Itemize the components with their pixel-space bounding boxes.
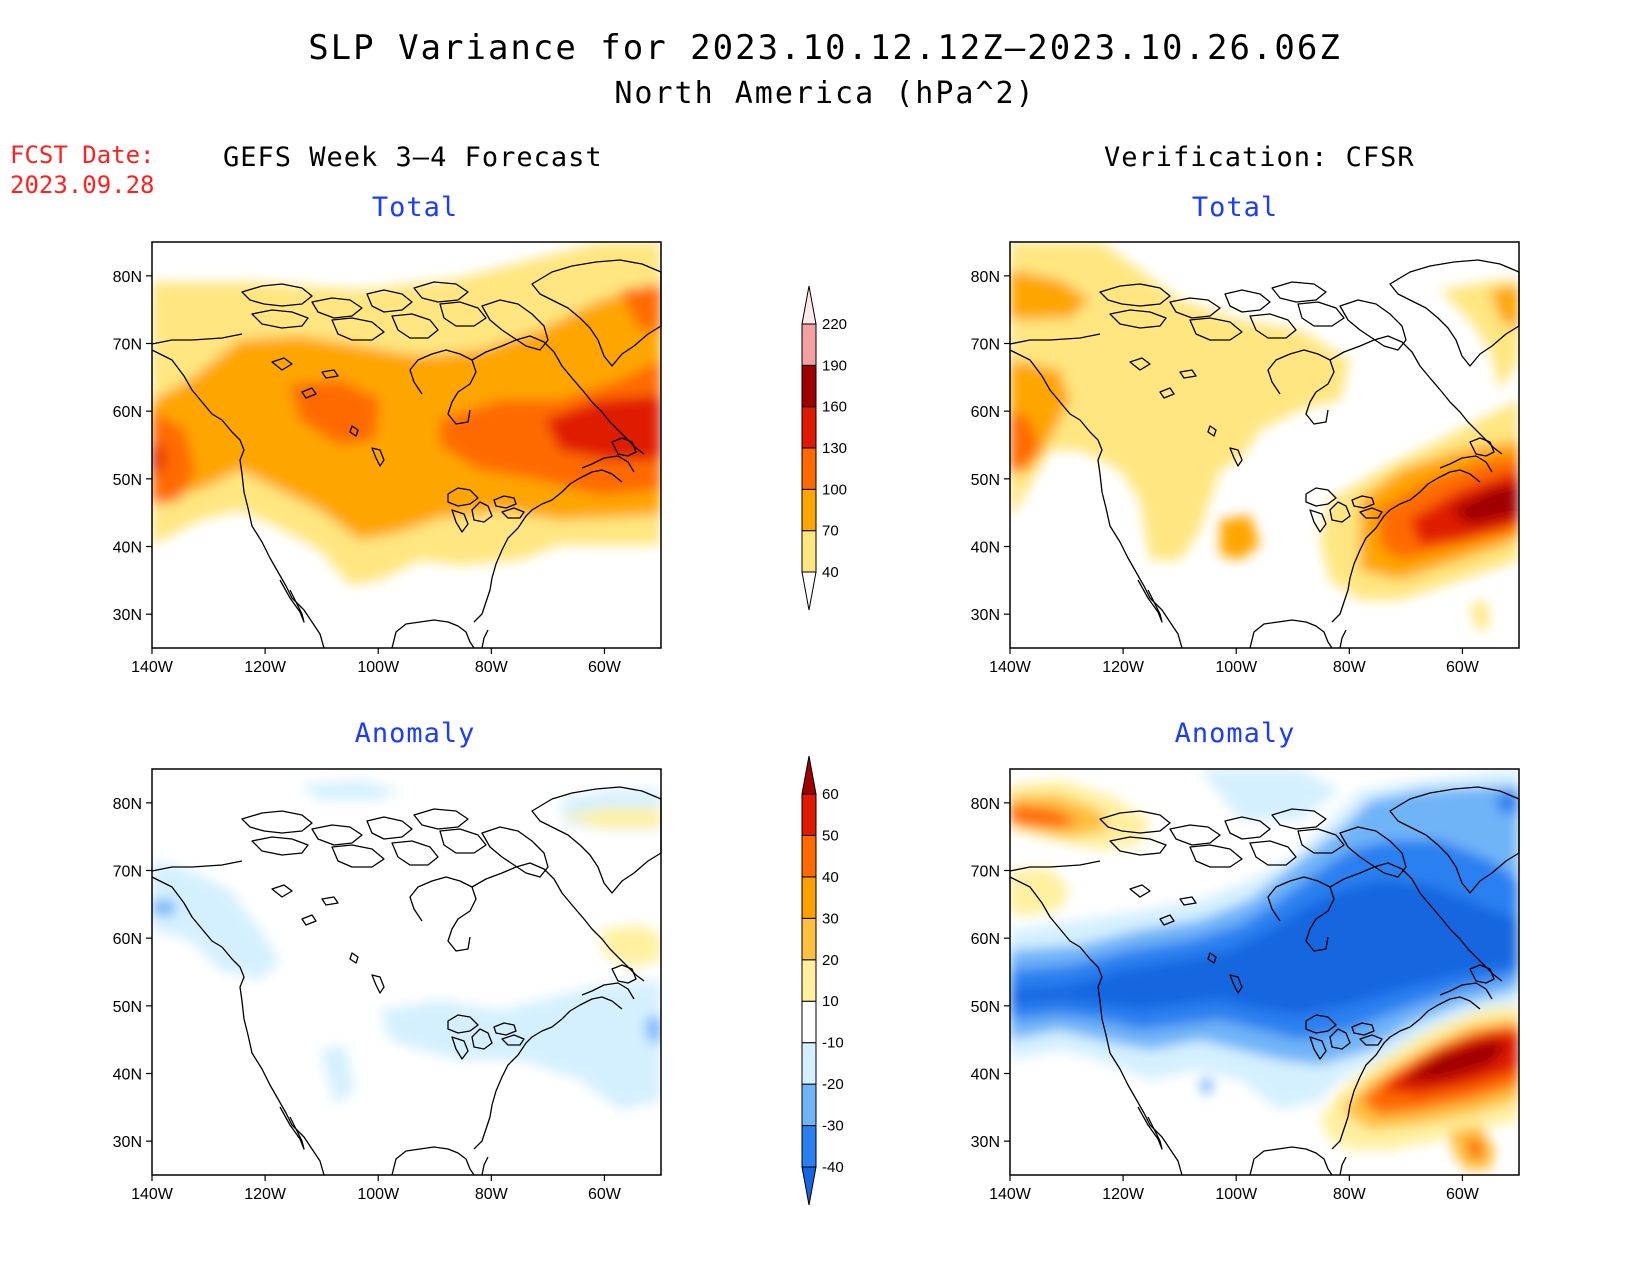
lat-tick-label: 70N [971,337,1000,354]
forecast-date-value: 2023.09.28 [10,171,155,199]
colorbar-segment [801,755,817,795]
colorbar-segment [801,364,817,408]
colorbar-label: 70 [822,523,839,540]
colorbar-segment [801,1042,817,1085]
colorbar-label: -10 [822,1035,844,1052]
colorbar-label: 190 [822,357,847,374]
forecast-total-map [151,241,662,649]
colorbar-label: 60 [822,786,839,803]
colorbar-segment [801,1125,817,1168]
colorbar-segment [801,834,817,878]
verification-total-title: Total [1191,192,1279,223]
forecast-anomaly-title: Anomaly [354,718,476,749]
lat-tick-label: 60N [971,404,1000,421]
lat-tick-label: 40N [971,1067,1000,1084]
forecast-date-block: FCST Date: 2023.09.28 [10,140,155,200]
colorbar-segment [801,571,817,611]
lon-tick-label: 60W [1446,1186,1480,1203]
colorbar-segment [801,876,817,919]
lon-tick-label: 120W [1102,1186,1145,1203]
colorbar-label: 50 [822,827,839,844]
colorbar-segment [801,1166,817,1206]
forecast-anomaly-map [151,768,662,1176]
lat-tick-label: 50N [113,472,142,489]
colorbar-label: 40 [822,564,839,581]
lon-tick-label: 140W [131,1186,174,1203]
map-axes: 80N 70N 60N 50N 40N 30N 140W 120W 100W 80W 60W 80N 7… [113,269,1480,1203]
lon-tick-label: 100W [357,659,400,676]
colorbar-segment [801,447,817,490]
forecast-total-title: Total [371,192,459,223]
colorbar-segment [801,1000,817,1044]
right-column-title: Verification: CFSR [1104,142,1415,173]
colorbar-segment [801,406,817,449]
figure-subtitle: North America (hPa^2) [614,76,1036,111]
forecast-date-label: FCST Date: [10,141,155,169]
lon-tick-label: 100W [1215,659,1258,676]
lon-tick-label: 120W [1102,659,1145,676]
lon-tick-label: 100W [357,1186,400,1203]
lat-tick-label: 30N [971,1134,1000,1151]
lon-tick-label: 140W [989,1186,1032,1203]
lat-tick-label: 70N [971,864,1000,881]
figure-title: SLP Variance for 2023.10.12.12Z–2023.10.… [308,28,1342,68]
colorbar-label: 10 [822,993,839,1010]
colorbar-segment [801,323,817,366]
lat-tick-label: 60N [113,931,142,948]
colorbar-label: -40 [822,1159,844,1176]
lon-tick-label: 60W [588,1186,622,1203]
colorbar-label: 30 [822,910,839,927]
colorbar-label: 40 [822,869,839,886]
lat-tick-label: 50N [971,472,1000,489]
lat-tick-label: 40N [971,540,1000,557]
lat-tick-label: 80N [971,269,1000,286]
verification-anomaly-title: Anomaly [1174,718,1296,749]
colorbar-segment [801,1083,817,1127]
lon-tick-label: 120W [244,1186,287,1203]
lon-tick-label: 120W [244,659,287,676]
lon-tick-label: 140W [989,659,1032,676]
colorbar-label: 100 [822,481,847,498]
lat-tick-label: 80N [113,796,142,813]
colorbar-segment [801,285,817,325]
lon-tick-label: 80W [475,659,509,676]
colorbar-label: 160 [822,399,847,416]
colorbar-label: 20 [822,952,839,969]
lon-tick-label: 80W [1333,1186,1367,1203]
colorbar-segment [801,530,817,573]
lat-tick-label: 30N [113,1134,142,1151]
verification-total-map [1009,241,1520,649]
colorbar-label: -20 [822,1076,844,1093]
lon-tick-label: 140W [131,659,174,676]
lon-tick-label: 80W [1333,659,1367,676]
colorbar-label: -30 [822,1118,844,1135]
total-colorbar: 40 70 100 130 160 190 220 [801,285,847,611]
lon-tick-label: 80W [475,1186,509,1203]
lat-tick-label: 50N [113,999,142,1016]
lat-tick-label: 50N [971,999,1000,1016]
lat-tick-label: 70N [113,864,142,881]
colorbar-segment [801,793,817,836]
colorbar-label: 220 [822,316,847,333]
colorbar-label: 130 [822,440,847,457]
lat-tick-label: 30N [113,607,142,624]
anomaly-colorbar: -40 -30 -20 -10 10 20 30 40 50 60 [801,755,844,1206]
lon-tick-label: 100W [1215,1186,1258,1203]
lat-tick-label: 80N [971,796,1000,813]
colorbar-segment [801,488,817,532]
lat-tick-label: 70N [113,337,142,354]
lon-tick-label: 60W [588,659,622,676]
lat-tick-label: 40N [113,1067,142,1084]
lat-tick-label: 40N [113,540,142,557]
lon-tick-label: 60W [1446,659,1480,676]
colorbar-segment [801,959,817,1002]
lat-tick-label: 60N [113,404,142,421]
verification-anomaly-map [1009,768,1520,1176]
lat-tick-label: 80N [113,269,142,286]
lat-tick-label: 60N [971,931,1000,948]
lat-tick-label: 30N [971,607,1000,624]
colorbar-segment [801,917,817,961]
left-column-title: GEFS Week 3–4 Forecast [223,142,603,173]
